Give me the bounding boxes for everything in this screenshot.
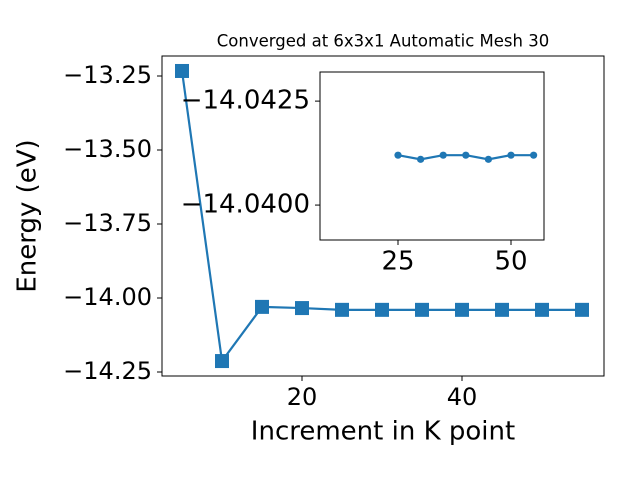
marker [495,302,509,317]
marker [415,302,429,317]
marker [535,302,549,317]
y-tick-label: −13.50 [63,135,152,163]
marker [575,302,589,317]
marker [455,302,469,317]
plot-area [394,151,538,163]
y-tick-label: −13.75 [63,209,152,237]
marker [507,151,515,159]
marker [417,155,425,163]
marker [439,151,447,159]
y-tick-label: −14.0425 [181,86,310,116]
marker [462,151,470,159]
axes-frame [161,55,605,377]
marker [335,302,349,317]
marker [175,63,189,78]
y-tick-label: −13.25 [63,61,152,89]
x-tick-label: 20 [287,383,318,411]
marker [295,301,309,316]
x-axis-label: Increment in K point [251,417,515,447]
y-tick-label: −14.0400 [181,190,310,220]
marker [375,302,389,317]
y-tick-label: −14.00 [63,283,152,311]
y-axis-label: Energy (eV) [13,139,43,292]
y-tick-label: −14.25 [63,357,152,385]
x-tick-label: 40 [447,383,478,411]
x-tick-label: 50 [494,247,527,277]
chart-title: Converged at 6x3x1 Automatic Mesh 30 [217,32,549,51]
x-tick-label: 25 [381,247,414,277]
marker [530,151,538,159]
plot-area [175,63,589,369]
marker [394,151,402,159]
axes-frame [319,71,545,241]
marker [484,155,493,163]
marker [255,299,269,314]
marker [215,354,229,369]
